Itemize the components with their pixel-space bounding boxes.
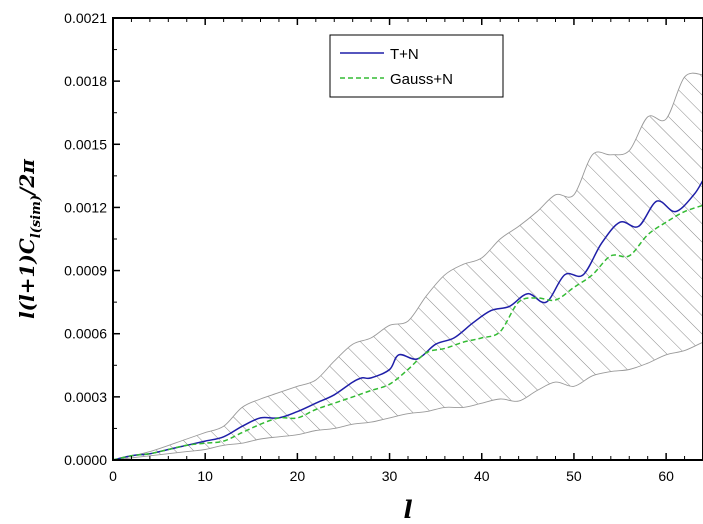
y-tick-label: 0.0006	[64, 326, 107, 342]
y-axis-label: l(l+1)Cl(sim)/2π	[15, 159, 44, 319]
legend-label-t-n: T+N	[390, 46, 419, 63]
y-tick-label: 0.0009	[64, 263, 107, 279]
confidence-band-fill	[113, 73, 703, 460]
series-line-gauss-n	[113, 204, 703, 460]
y-tick-label: 0.0003	[64, 389, 107, 405]
x-tick-label: 40	[474, 468, 490, 484]
series-line-t-n	[113, 179, 703, 460]
confidence-band-upper-edge	[113, 72, 703, 460]
x-tick-label: 50	[566, 468, 582, 484]
x-axis-label: l	[403, 495, 412, 524]
legend-box	[329, 34, 504, 98]
x-tick-label: 20	[290, 468, 306, 484]
y-axis-label-main: l(l+1)C	[15, 238, 39, 319]
y-tick-label: 0.0000	[64, 452, 107, 468]
x-axis-ticks: 0 10 20 30 40 50 60	[109, 18, 703, 484]
y-tick-label: 0.0015	[64, 136, 107, 152]
y-tick-label: 0.0012	[64, 199, 107, 215]
confidence-band	[113, 72, 703, 460]
series-layer	[113, 179, 703, 460]
y-tick-label: 0.0018	[64, 73, 107, 89]
y-axis-label-tail: /2π	[15, 159, 39, 197]
x-tick-label: 30	[382, 468, 398, 484]
y-axis-ticks: 0.0000 0.0003 0.0006 0.0009 0.0012 0.0015 0.00…	[64, 10, 120, 468]
x-tick-label: 60	[658, 468, 674, 484]
y-axis-label-subscript: l(sim)	[29, 195, 44, 238]
confidence-band-lower-edge	[113, 341, 703, 460]
svg-text:l(l+1)Cl(sim)/2π: l(l+1)Cl(sim)/2π	[15, 159, 44, 319]
legend-label-gauss-n: Gauss+N	[390, 71, 453, 88]
x-tick-label: 10	[197, 468, 213, 484]
legend: T+N Gauss+N	[329, 34, 504, 98]
y-tick-label: 0.0021	[64, 10, 107, 26]
x-tick-label: 0	[109, 468, 117, 484]
